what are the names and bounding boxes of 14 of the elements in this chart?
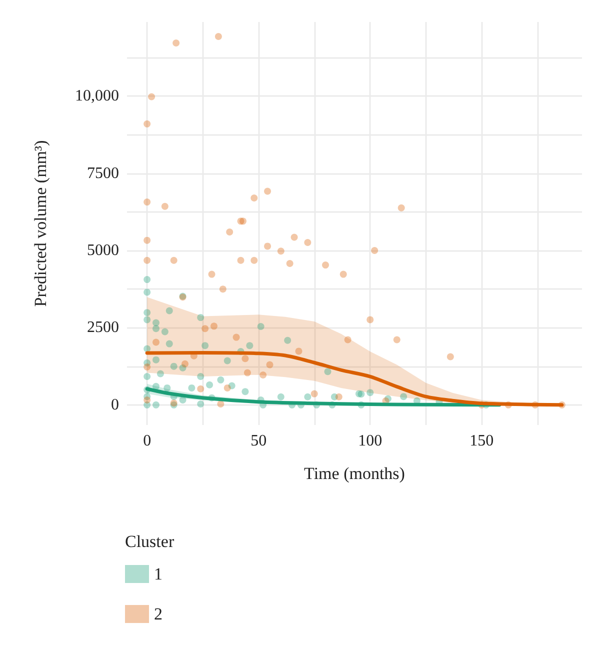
y-axis-title: Predicted volume (mm³): [31, 140, 50, 307]
x-tick-label: 100: [358, 432, 382, 450]
legend-label: 1: [154, 564, 162, 584]
x-tick-label: 50: [250, 432, 267, 450]
y-tick-label: 0: [111, 396, 119, 414]
x-tick-label: 150: [470, 432, 494, 450]
x-tick-label: 0: [143, 432, 152, 450]
y-tick-label: 5000: [87, 242, 119, 260]
x-axis-title: Time (months): [304, 464, 405, 483]
legend-label: 2: [154, 604, 162, 624]
legend-title: Cluster: [125, 532, 174, 551]
y-tick-label: 7500: [87, 164, 119, 182]
y-tick-label: 10,000: [75, 88, 119, 105]
y-tick-label: 2500: [87, 319, 119, 336]
